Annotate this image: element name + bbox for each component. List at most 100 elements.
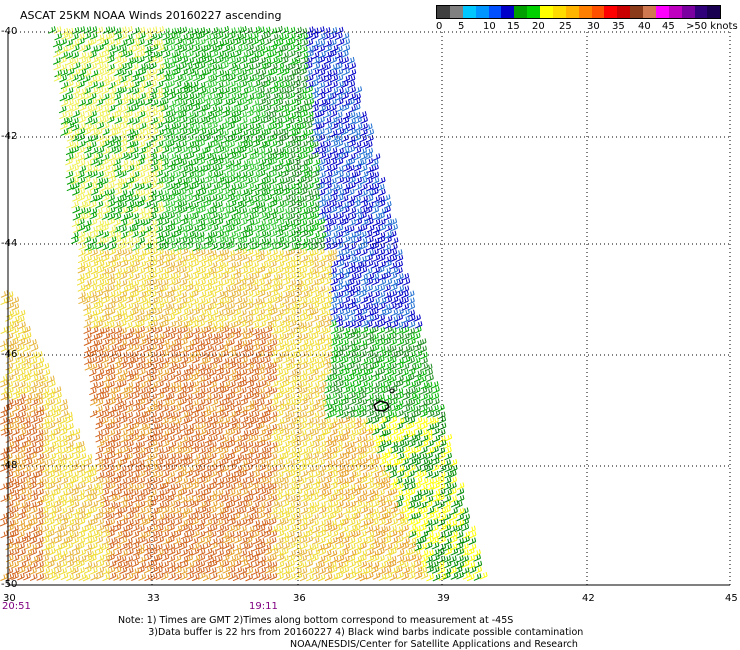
wind-barb <box>252 62 261 70</box>
wind-barb <box>311 68 320 77</box>
wind-barb <box>149 80 157 89</box>
wind-barb <box>342 327 351 335</box>
wind-barb <box>293 75 302 84</box>
wind-barb <box>407 518 415 526</box>
wind-barb <box>161 164 169 172</box>
wind-barb <box>360 128 368 137</box>
wind-barb <box>95 98 104 107</box>
wind-barb <box>234 92 243 101</box>
wind-barb <box>132 159 141 168</box>
wind-barb <box>335 123 344 131</box>
wind-barb <box>143 164 152 173</box>
wind-barb <box>347 145 356 154</box>
wind-barb <box>252 139 261 148</box>
wind-barb <box>227 122 235 131</box>
wind-barb <box>287 50 296 58</box>
wind-barb <box>282 176 291 185</box>
wind-barb <box>65 105 74 113</box>
wind-barb <box>150 159 158 167</box>
wind-barb <box>126 254 135 262</box>
wind-barb <box>222 80 231 88</box>
wind-barb <box>359 134 367 143</box>
wind-barb <box>90 302 98 310</box>
wind-barb <box>221 158 230 166</box>
wind-barb <box>300 170 309 179</box>
wind-barb <box>71 176 79 185</box>
wind-barb <box>360 116 368 124</box>
wind-barb <box>353 93 361 101</box>
wind-barb <box>198 104 206 113</box>
wind-barb <box>288 32 296 41</box>
wind-barb <box>120 80 128 89</box>
wind-barb <box>143 80 152 89</box>
wind-barb <box>204 344 213 352</box>
wind-barb <box>227 170 236 179</box>
wind-barb <box>119 170 127 178</box>
wind-barb <box>114 182 123 190</box>
wind-barb <box>221 177 230 186</box>
wind-barb <box>371 374 380 382</box>
wind-barb <box>336 171 344 179</box>
wind-barb <box>317 75 326 84</box>
wind-barb <box>299 301 308 310</box>
legend-swatch <box>681 6 695 18</box>
wind-barb <box>95 87 104 95</box>
wind-barb <box>244 33 253 41</box>
wind-barb <box>144 188 152 197</box>
wind-barb <box>256 26 265 35</box>
wind-barb <box>174 93 183 102</box>
wind-barb <box>300 140 308 149</box>
wind-barb <box>366 224 375 233</box>
wind-barb <box>215 81 224 90</box>
wind-barb <box>324 93 332 101</box>
wind-barb <box>251 183 260 192</box>
wind-barb <box>281 116 290 124</box>
wind-barb <box>12 374 21 383</box>
wind-barb <box>119 122 128 131</box>
wind-barb <box>60 128 69 137</box>
wind-barb <box>258 158 267 166</box>
wind-barb <box>282 392 290 401</box>
wind-barb <box>197 116 206 125</box>
wind-barb <box>162 446 171 454</box>
wind-barb <box>306 116 315 124</box>
wind-barb <box>354 159 363 168</box>
wind-barb <box>114 368 122 376</box>
wind-barb <box>113 93 122 101</box>
wind-barb <box>179 45 188 53</box>
wind-barb <box>77 159 86 168</box>
wind-barb <box>96 494 105 503</box>
wind-barb <box>317 116 325 125</box>
wind-barb <box>168 51 177 60</box>
wind-barb <box>132 93 140 101</box>
wind-barb <box>59 93 68 102</box>
wind-barb <box>126 200 135 209</box>
wind-barb <box>192 98 201 107</box>
wind-barb <box>300 39 309 47</box>
wind-barb <box>324 86 332 95</box>
wind-barb <box>228 73 236 82</box>
wind-barb <box>77 44 86 53</box>
wind-barb <box>174 393 182 401</box>
wind-barb <box>370 158 379 167</box>
wind-barb <box>341 56 349 65</box>
wind-barb <box>113 158 121 167</box>
wind-barb <box>239 38 247 47</box>
wind-barb <box>84 267 93 275</box>
wind-barb <box>179 128 188 136</box>
wind-barb <box>203 44 211 52</box>
wind-barb <box>167 61 176 70</box>
wind-barb <box>142 111 151 119</box>
wind-barb <box>311 51 320 60</box>
wind-barb <box>126 134 135 143</box>
wind-barb <box>144 158 153 167</box>
wind-barb <box>66 177 75 185</box>
wind-barb <box>371 164 379 172</box>
wind-barb <box>150 99 159 107</box>
wind-barb <box>53 57 61 65</box>
wind-barb <box>312 134 321 143</box>
wind-barb <box>120 159 129 168</box>
wind-barb <box>329 63 338 72</box>
wind-barb <box>354 189 363 198</box>
wind-barb <box>221 278 230 287</box>
